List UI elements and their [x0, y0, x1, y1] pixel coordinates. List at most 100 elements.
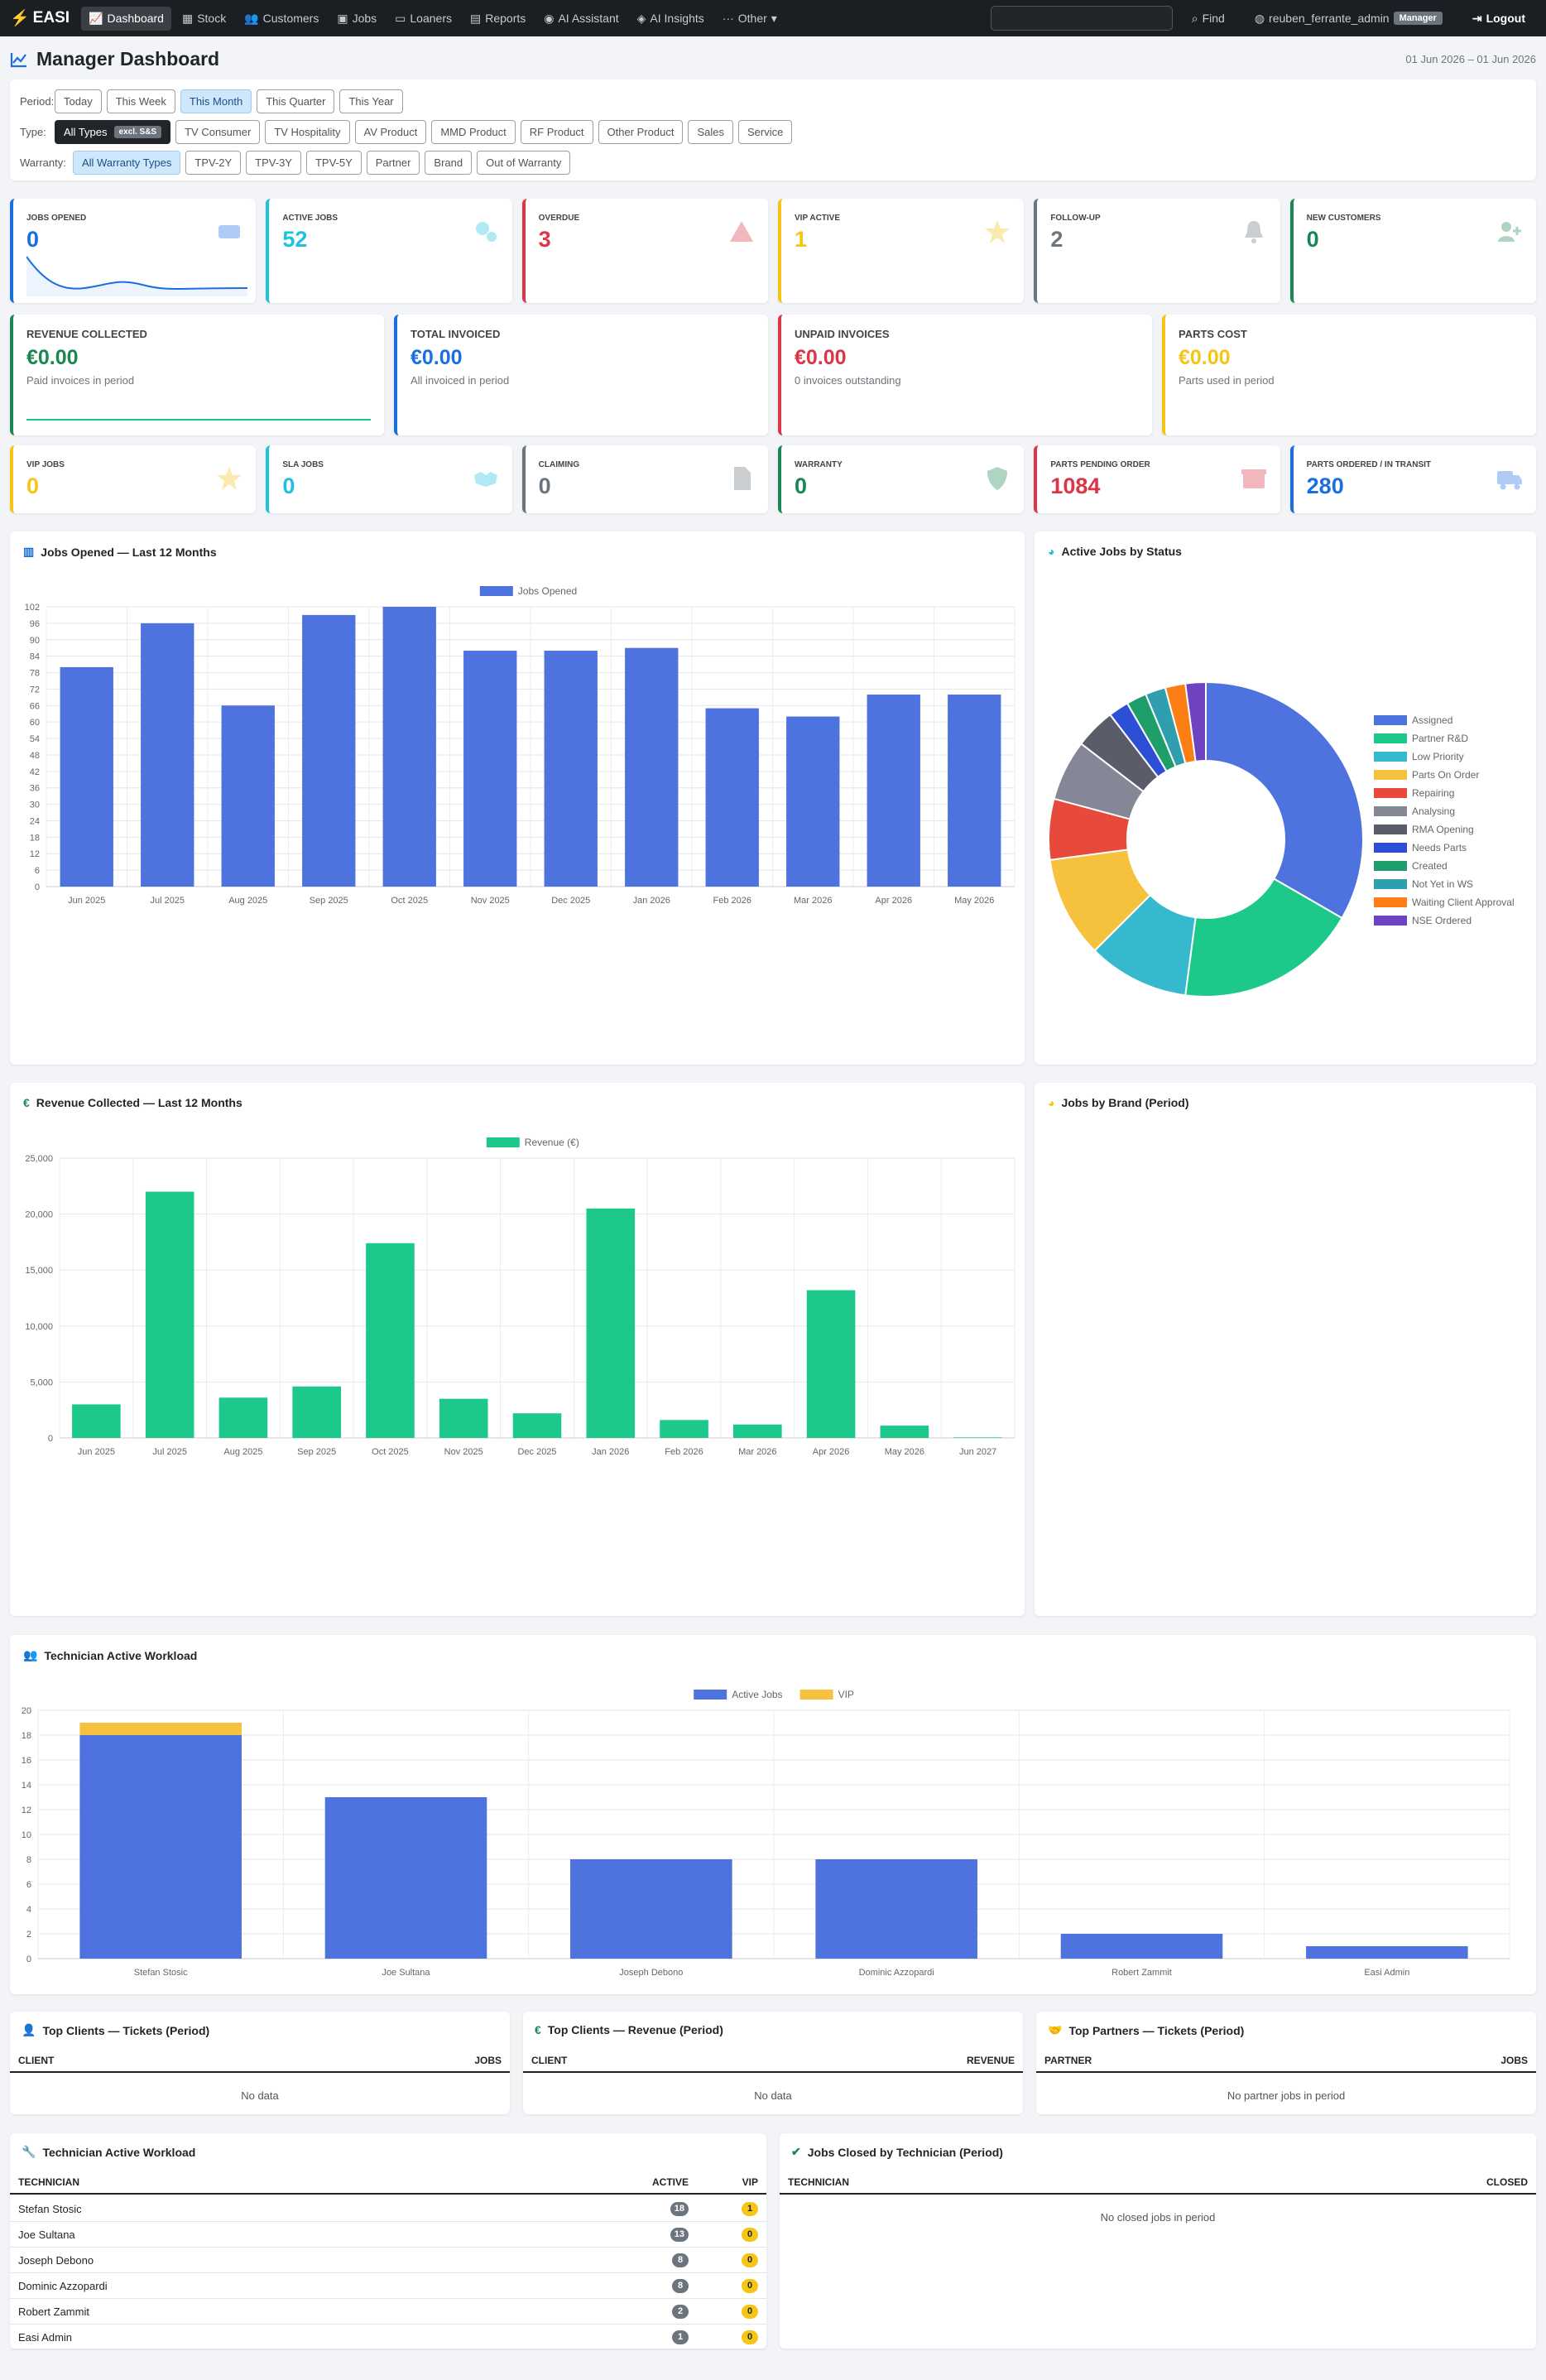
logout-icon: ⇥: [1472, 11, 1482, 25]
nav-stock[interactable]: ▦ Stock: [181, 11, 227, 26]
stat-subtext: All invoiced in period: [411, 374, 510, 387]
type-service-button[interactable]: Service: [738, 120, 793, 144]
table-header: CLIENT JOBS: [10, 2050, 510, 2073]
top-clients-tickets-card: 👤 Top Clients — Tickets (Period) CLIENT JO…: [10, 2012, 510, 2114]
user-menu[interactable]: ◍ reuben_ferrante_admin Manager: [1247, 7, 1450, 31]
y-tick-label: 15,000: [25, 1266, 53, 1276]
warranty-all-button[interactable]: All Warranty Types: [73, 151, 181, 175]
legend-label: Jobs Opened: [518, 585, 577, 597]
bar-jobs-opened: [705, 708, 759, 887]
x-tick-label: Mar 2026: [738, 1447, 776, 1457]
type-rf-product-button[interactable]: RF Product: [520, 120, 593, 144]
type-other-product-button[interactable]: Other Product: [598, 120, 684, 144]
type-tv-consumer-button[interactable]: TV Consumer: [175, 120, 261, 144]
brand-logo[interactable]: ⚡ EASI: [10, 9, 70, 27]
revenue-sparkline: [26, 419, 371, 421]
nav-reports[interactable]: ▤ Reports: [469, 11, 526, 26]
brain-icon: ◈: [636, 11, 646, 25]
warranty-oow-button[interactable]: Out of Warranty: [477, 151, 571, 175]
active-cell: 13: [626, 2227, 708, 2242]
user-icon: 👤: [22, 2023, 36, 2036]
nav-loaners[interactable]: ▭ Loaners: [395, 11, 452, 26]
nav-other-dropdown[interactable]: ··· Other ▾: [722, 11, 777, 26]
y-tick-label: 30: [30, 801, 40, 810]
no-data-text: No data: [241, 2089, 279, 2102]
find-button[interactable]: ⌕ Find: [1191, 11, 1225, 26]
legend-label: Needs Parts: [1412, 842, 1467, 853]
stat-subtext: Parts used in period: [1179, 374, 1275, 387]
active-count-badge: 18: [670, 2202, 689, 2216]
bar-jobs-opened: [221, 705, 275, 887]
bar-revenue-: [366, 1243, 415, 1438]
x-tick-label: Joseph Debono: [619, 1968, 683, 1978]
y-tick-label: 16: [22, 1756, 31, 1766]
type-mmd-product-button[interactable]: MMD Product: [431, 120, 516, 144]
y-tick-label: 72: [30, 685, 40, 695]
legend-label: Analysing: [1412, 805, 1455, 817]
bar-revenue-: [733, 1424, 782, 1438]
legend-label: RMA Opening: [1412, 824, 1474, 835]
document-icon: [733, 467, 751, 490]
stat-label: Parts Cost: [1179, 328, 1247, 340]
stat-card-revenue-collected: Revenue Collected €0.00 Paid invoices in p…: [10, 315, 384, 435]
stat-value: 0: [1306, 227, 1319, 252]
caret-down-icon: ▾: [771, 11, 777, 25]
period-month-button[interactable]: This Month: [180, 89, 252, 113]
type-av-product-button[interactable]: AV Product: [354, 120, 427, 144]
bar-jobs-opened: [625, 647, 679, 887]
global-search-input[interactable]: [990, 6, 1173, 31]
type-tv-hospitality-button[interactable]: TV Hospitality: [265, 120, 350, 144]
legend-swatch: [1374, 916, 1407, 926]
table-row: Joseph Debono 8 0: [10, 2248, 766, 2273]
warranty-tpv2y-button[interactable]: TPV-2Y: [185, 151, 242, 175]
nav-ai-assistant[interactable]: ◉ AI Assistant: [544, 11, 619, 26]
x-tick-label: Mar 2026: [794, 896, 832, 906]
y-tick-label: 102: [25, 603, 40, 613]
nav-jobs[interactable]: ▣ Jobs: [337, 11, 377, 26]
nav-dashboard[interactable]: 📈 Dashboard: [81, 6, 171, 31]
y-tick-label: 12: [22, 1805, 31, 1815]
warranty-brand-button[interactable]: Brand: [425, 151, 473, 175]
warranty-tpv5y-button[interactable]: TPV-5Y: [305, 151, 362, 175]
handshake-icon: 🤝: [1048, 2023, 1063, 2036]
nav-ai-insights[interactable]: ◈ AI Insights: [636, 11, 704, 26]
technician-name: Joseph Debono: [18, 2253, 94, 2267]
period-today-button[interactable]: Today: [55, 89, 102, 113]
euro-icon: €: [23, 1096, 30, 1109]
x-tick-label: Apr 2026: [875, 896, 912, 906]
warning-icon: [729, 221, 753, 242]
doughnut-slice-assigned: [1205, 680, 1364, 920]
type-sales-button[interactable]: Sales: [688, 120, 733, 144]
stat-value: 1: [795, 227, 808, 252]
technician-name: Robert Zammit: [18, 2305, 89, 2318]
legend-label: Parts On Order: [1412, 769, 1479, 781]
period-quarter-button[interactable]: This Quarter: [257, 89, 335, 113]
legend-label: Assigned: [1412, 714, 1452, 726]
nav-customers[interactable]: 👥 Customers: [244, 11, 319, 26]
wrench-icon: 🔧: [22, 2145, 36, 2158]
technician-name: Joe Sultana: [18, 2228, 75, 2241]
period-week-button[interactable]: This Week: [106, 89, 175, 113]
stat-value: €0.00: [795, 346, 847, 369]
type-all-button[interactable]: All Types excl. S&S: [55, 120, 171, 144]
stat-label: New Customers: [1306, 214, 1381, 223]
stat-card-new-customers: New Customers 0: [1289, 199, 1536, 303]
legend-swatch: [1374, 825, 1407, 834]
legend-label: Revenue (€): [525, 1137, 579, 1148]
warranty-partner-button[interactable]: Partner: [366, 151, 420, 175]
warranty-tpv3y-button[interactable]: TPV-3Y: [246, 151, 301, 175]
type-filter-row: Type: All Types excl. S&S TV Consumer TV …: [20, 120, 793, 144]
legend-swatch: [1374, 715, 1407, 725]
bar-active-jobs: [324, 1797, 487, 1959]
warranty-filter-row: Warranty: All Warranty Types TPV-2Y TPV-…: [20, 151, 571, 175]
period-year-button[interactable]: This Year: [339, 89, 403, 113]
no-data-text: No data: [754, 2089, 792, 2102]
stat-value: €0.00: [1179, 346, 1231, 369]
bar-revenue-: [218, 1397, 268, 1438]
check-circle-icon: ✔: [791, 2145, 801, 2158]
stat-label: SLA Jobs: [282, 460, 324, 469]
workload-chart: 0 2 4 6 8 10 12 14 16 18 20 Stefan Stosic Joe Sultan…: [22, 1689, 1510, 1978]
legend-label: Partner R&D: [1412, 733, 1468, 744]
logout-button[interactable]: ⇥ Logout: [1472, 11, 1525, 26]
revenue-chart: 0 5,000 10,000 15,000 20,000 25,000 Jun 2025 Ju…: [25, 1137, 1015, 1457]
